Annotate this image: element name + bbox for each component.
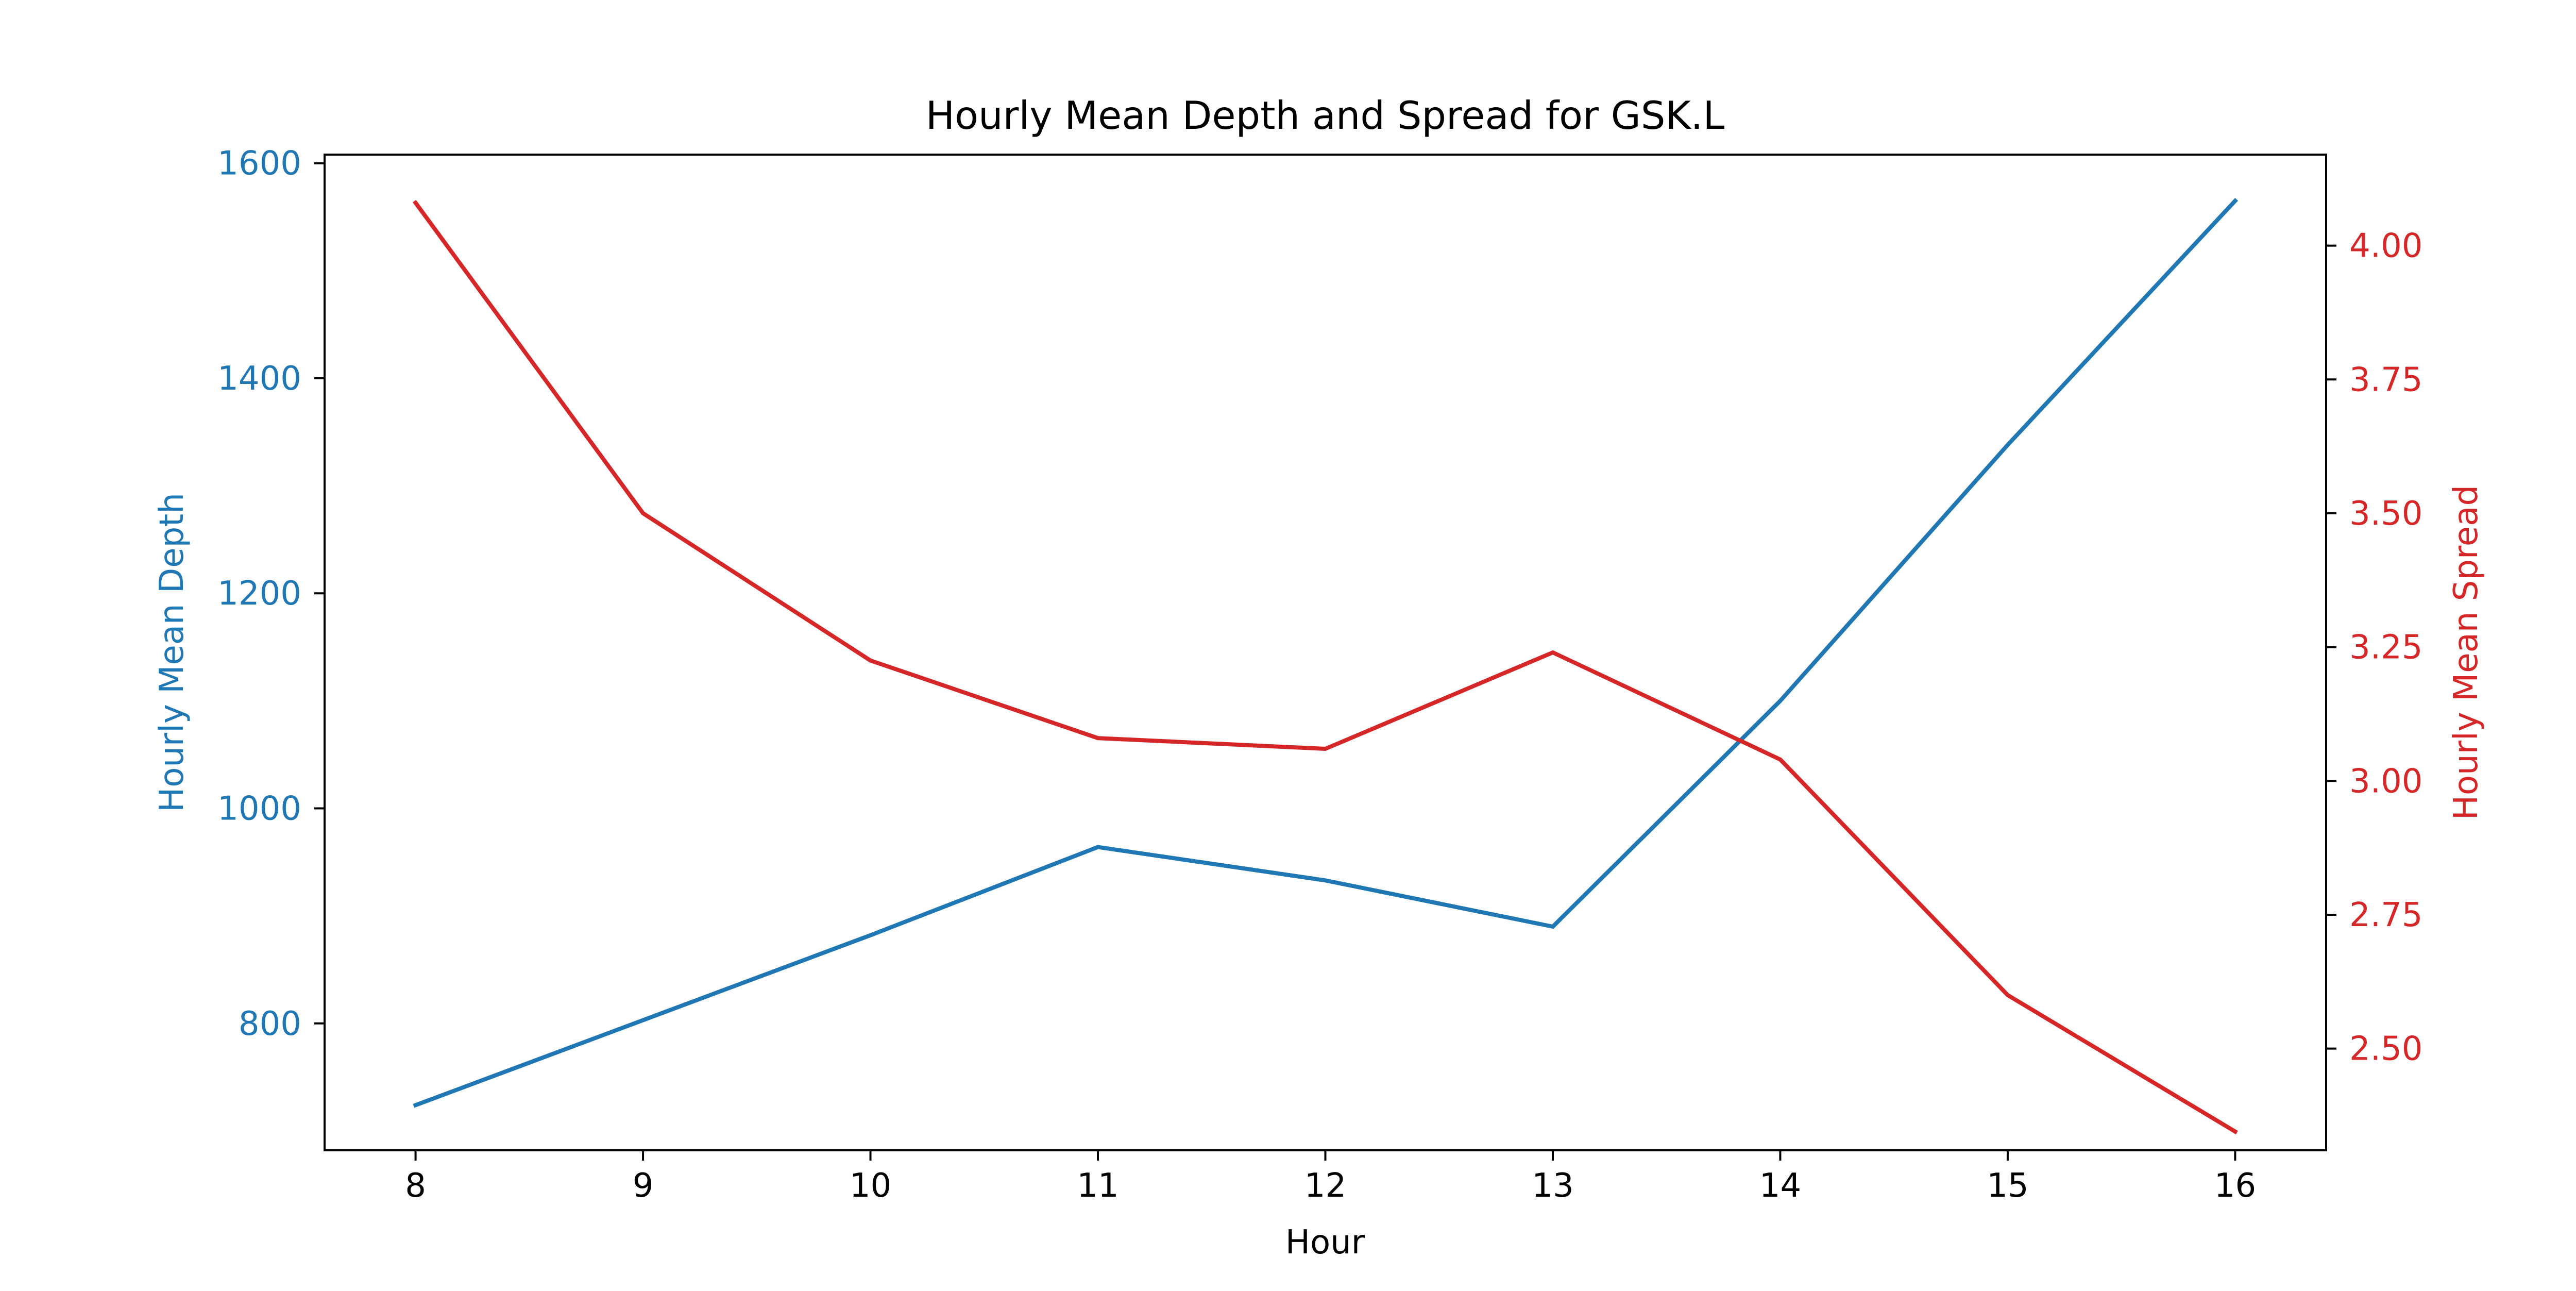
- x-tick-label: 11: [1077, 1167, 1118, 1205]
- left-y-tick-label: 1400: [217, 360, 301, 398]
- chart-title: Hourly Mean Depth and Spread for GSK.L: [926, 93, 1725, 138]
- right-y-tick-label: 4.00: [2349, 227, 2423, 265]
- x-tick-label: 9: [633, 1167, 654, 1205]
- x-tick-label: 10: [850, 1167, 891, 1205]
- series-line-spread: [413, 199, 2238, 1135]
- right-y-tick-label: 2.75: [2349, 896, 2423, 934]
- left-y-axis-label: Hourly Mean Depth: [153, 493, 191, 812]
- right-y-tick-label: 3.00: [2349, 762, 2423, 800]
- x-tick-label: 16: [2214, 1167, 2256, 1205]
- left-y-tick-label: 800: [239, 1005, 301, 1043]
- x-tick-label: 13: [1532, 1167, 1573, 1205]
- right-y-tick-label: 3.75: [2349, 361, 2423, 399]
- left-y-tick-label: 1000: [217, 790, 301, 828]
- x-tick-label: 14: [1759, 1167, 1801, 1205]
- x-tick-label: 15: [1987, 1167, 2028, 1205]
- right-y-axis-label: Hourly Mean Spread: [2447, 485, 2485, 820]
- x-tick-label: 12: [1304, 1167, 1346, 1205]
- left-y-tick-label: 1200: [217, 575, 301, 613]
- x-axis-label: Hour: [1285, 1223, 1365, 1262]
- right-y-tick-label: 3.50: [2349, 495, 2423, 533]
- right-y-tick-label: 3.25: [2349, 629, 2423, 667]
- right-y-tick-label: 2.50: [2349, 1030, 2423, 1068]
- left-y-tick-label: 1600: [217, 145, 301, 183]
- series-line-depth: [413, 198, 2239, 1108]
- x-tick-label: 8: [405, 1167, 426, 1205]
